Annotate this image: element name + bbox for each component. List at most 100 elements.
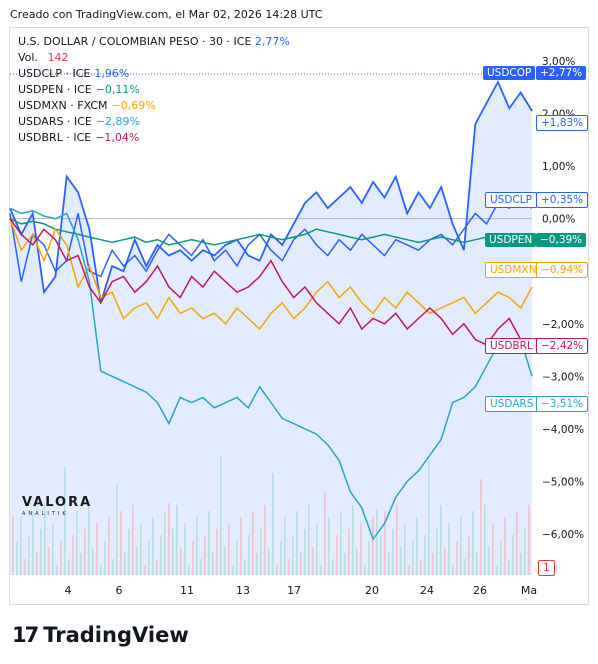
series-line-usdbrl — [9, 218, 533, 346]
volume-bar — [488, 547, 490, 575]
label-usdcop-name[interactable]: USDCOP — [483, 66, 536, 80]
volume-bar — [24, 559, 26, 575]
label-usdbrl-value[interactable]: −2,42% — [536, 338, 589, 354]
volume-bar — [132, 505, 134, 575]
legend-series-change: −2,89% — [95, 115, 141, 128]
legend-row-usdmxn[interactable]: USDMXN · FXCM −0,69% — [18, 99, 156, 112]
volume-bar — [200, 559, 202, 575]
legend-series-change: −1,04% — [95, 131, 140, 144]
legend-main[interactable]: U.S. DOLLAR / COLOMBIAN PESO · 30 · ICE … — [18, 35, 290, 48]
volume-bar — [188, 565, 190, 575]
volume-bar — [320, 565, 322, 575]
volume-bar — [312, 547, 314, 575]
legend-series-name: USDCLP — [18, 67, 62, 80]
x-tick-label: 24 — [420, 584, 434, 597]
volume-bar — [156, 559, 158, 575]
y-tick-label: −6,00% — [542, 529, 584, 541]
x-tick-label: 11 — [180, 584, 194, 597]
volume-bar — [476, 553, 478, 575]
y-tick-label: −3,00% — [542, 371, 584, 383]
volume-bar — [288, 559, 290, 575]
volume-bar — [36, 553, 38, 575]
x-tick-label: 20 — [365, 584, 379, 597]
tradingview-logo-icon: 17 — [12, 623, 39, 647]
volume-value: 142 — [47, 51, 69, 64]
label-volume-value[interactable]: 1 — [538, 560, 555, 576]
label-usdpen-name[interactable]: USDPEN — [485, 233, 537, 247]
legend-row-usdars[interactable]: USDARS · ICE −2,89% — [18, 115, 141, 128]
volume-bar — [72, 535, 74, 575]
volume-bar — [124, 553, 126, 575]
volume-bar — [424, 535, 426, 575]
legend-series-exchange: ICE — [73, 83, 92, 96]
volume-bar — [248, 535, 250, 575]
volume-bar — [20, 517, 22, 575]
volume-bar — [400, 547, 402, 575]
volume-bar — [152, 517, 154, 575]
volume-bar — [432, 553, 434, 575]
volume-bar — [120, 511, 122, 575]
volume-bar — [376, 509, 378, 575]
series-line-usdmxn — [9, 218, 533, 331]
series-line-usdars — [9, 207, 533, 541]
volume-bar — [332, 559, 334, 575]
label-usdpen-value[interactable]: −0,39% — [536, 233, 587, 247]
legend-series-name: USDMXN — [18, 99, 67, 112]
legend-row-usdpen[interactable]: USDPEN · ICE −0,11% — [18, 83, 140, 96]
y-tick-label: −5,00% — [542, 476, 584, 488]
volume-bar — [148, 541, 150, 575]
label-usdclp-name[interactable]: USDCLP — [485, 192, 537, 208]
legend-series-exchange: ICE — [73, 131, 92, 144]
volume-bar — [96, 523, 98, 575]
volume-bar — [144, 565, 146, 575]
volume-bar — [84, 529, 86, 575]
volume-bar — [180, 547, 182, 575]
volume-bar — [280, 541, 282, 575]
volume-bar — [416, 517, 418, 575]
legend-volume[interactable]: Vol. 142 — [18, 50, 290, 66]
volume-bar — [328, 517, 330, 575]
x-tick-label: 4 — [65, 584, 72, 597]
label-usdars-name[interactable]: USDARS — [485, 396, 539, 412]
label-usdcop-value[interactable]: +2,77% — [536, 66, 587, 80]
legend-series-exchange: ICE — [72, 67, 91, 80]
label-usdmxn-value[interactable]: −0,94% — [536, 262, 589, 278]
legend-exchange: ICE — [233, 35, 252, 48]
legend-row-usdbrl[interactable]: USDBRL · ICE −1,04% — [18, 131, 140, 144]
volume-bar — [44, 505, 46, 575]
label-usdbrl-name[interactable]: USDBRL — [485, 338, 538, 354]
volume-bar — [28, 535, 30, 575]
volume-bar — [512, 535, 514, 575]
valora-watermark: VALORA ANALITIK — [22, 495, 93, 517]
label-usdclp-value[interactable]: +0,35% — [536, 192, 589, 208]
volume-bar — [372, 517, 374, 575]
volume-bar — [112, 559, 114, 575]
tradingview-footer[interactable]: 17 TradingView — [12, 623, 189, 647]
label-usdclp-value-high[interactable]: +1,83% — [536, 115, 589, 131]
volume-bar — [388, 553, 390, 575]
volume-bar — [472, 511, 474, 575]
y-tick-label: −2,00% — [542, 319, 584, 331]
volume-bar — [196, 517, 198, 575]
legend-row-usdclp[interactable]: USDCLP · ICE 1,96% — [18, 67, 130, 80]
volume-bar — [116, 485, 118, 575]
volume-bar — [40, 529, 42, 575]
volume-bar — [128, 529, 130, 575]
volume-bar — [176, 505, 178, 575]
legend-title-change: 2,77% — [254, 35, 290, 48]
volume-label: Vol. — [18, 51, 38, 64]
y-tick-label: 3,00% — [542, 56, 575, 68]
volume-bar — [48, 547, 50, 575]
volume-bar — [16, 541, 18, 575]
legend-series-change: 1,96% — [94, 67, 130, 80]
volume-bar — [500, 541, 502, 575]
x-tick-label: 6 — [116, 584, 123, 597]
y-tick-label: 0,00% — [542, 214, 575, 226]
volume-bar — [436, 529, 438, 575]
volume-bar — [68, 559, 70, 575]
volume-bar — [448, 523, 450, 575]
label-usdmxn-name[interactable]: USDMXN — [485, 262, 542, 278]
label-usdars-value[interactable]: −3,51% — [536, 396, 589, 412]
volume-bar — [496, 565, 498, 575]
